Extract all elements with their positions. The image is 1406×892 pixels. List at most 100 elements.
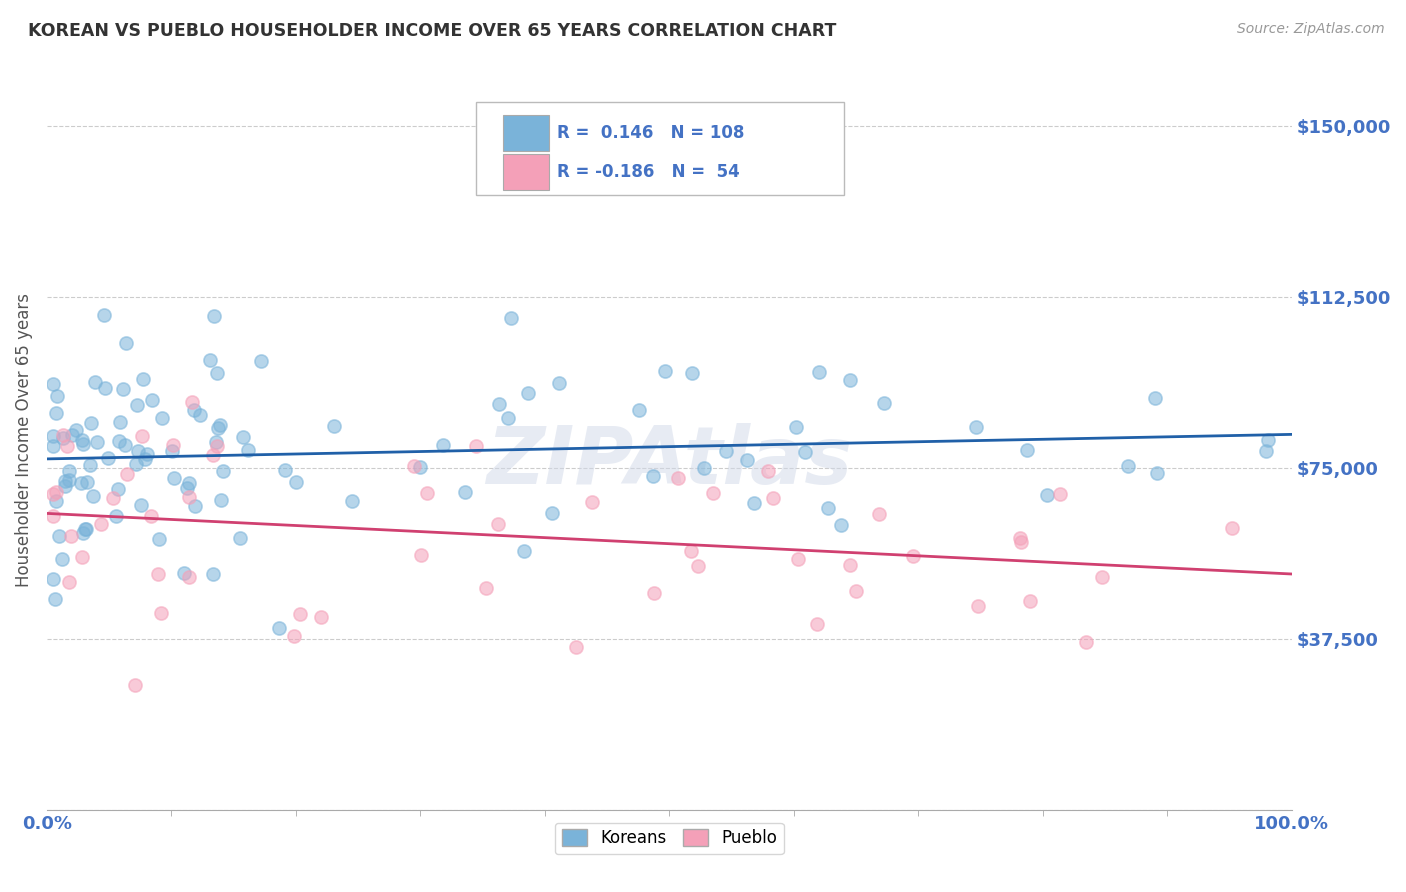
Point [309, 610, 332, 624]
Point [177, 490, 200, 504]
Point [208, 417, 231, 432]
Point [42, 439, 65, 453]
Point [1091, 569, 1114, 583]
Point [58, 464, 80, 478]
Text: Source: ZipAtlas.com: Source: ZipAtlas.com [1237, 22, 1385, 37]
Point [52, 428, 75, 442]
Point [808, 365, 831, 379]
Point [70, 433, 93, 447]
Point [1015, 443, 1038, 458]
Point [48, 529, 70, 543]
Point [179, 476, 201, 491]
Point [267, 621, 290, 635]
Y-axis label: Householder Income Over 65 years: Householder Income Over 65 years [15, 293, 32, 587]
Point [465, 439, 488, 453]
Point [681, 366, 703, 380]
Point [84, 376, 107, 390]
Point [681, 543, 703, 558]
Point [53, 479, 76, 493]
Point [643, 586, 665, 600]
Point [198, 353, 221, 368]
Point [498, 411, 520, 425]
Point [42, 572, 65, 586]
Point [284, 475, 307, 490]
Point [432, 438, 454, 452]
Point [806, 616, 828, 631]
Point [786, 552, 808, 566]
Point [207, 421, 229, 435]
Point [160, 444, 183, 458]
Point [409, 459, 432, 474]
Point [131, 428, 153, 442]
Point [236, 442, 259, 457]
Point [115, 467, 138, 481]
Point [148, 532, 170, 546]
Point [693, 461, 716, 475]
Point [1049, 487, 1071, 501]
Point [1116, 458, 1139, 473]
Point [115, 336, 138, 351]
Point [1036, 488, 1059, 502]
Point [250, 354, 273, 368]
Point [45, 494, 67, 508]
FancyBboxPatch shape [502, 115, 548, 151]
Point [641, 469, 664, 483]
Point [70, 476, 93, 491]
Point [758, 463, 780, 477]
Point [45, 484, 67, 499]
Point [581, 495, 603, 509]
Point [60, 428, 83, 442]
Point [135, 446, 157, 460]
Point [839, 558, 862, 572]
Text: KOREAN VS PUEBLO HOUSEHOLDER INCOME OVER 65 YEARS CORRELATION CHART: KOREAN VS PUEBLO HOUSEHOLDER INCOME OVER… [28, 22, 837, 40]
Point [201, 448, 224, 462]
Point [150, 607, 173, 621]
Point [58, 473, 80, 487]
Point [45, 389, 67, 403]
Point [42, 509, 65, 524]
Point [409, 549, 432, 563]
Point [342, 494, 364, 508]
Point [290, 607, 312, 621]
Text: ZIPAtlas: ZIPAtlas [486, 423, 852, 500]
Point [150, 411, 173, 425]
Point [44, 592, 66, 607]
Point [82, 489, 104, 503]
Point [114, 438, 136, 452]
Point [499, 310, 522, 325]
Point [666, 471, 689, 485]
Point [124, 678, 146, 692]
Point [416, 486, 439, 500]
Point [134, 451, 156, 466]
Point [176, 481, 198, 495]
Point [1257, 433, 1279, 447]
Point [42, 376, 65, 391]
Point [148, 567, 170, 582]
Point [177, 570, 200, 584]
Point [1019, 594, 1042, 608]
Point [107, 483, 129, 497]
Point [868, 507, 890, 521]
Point [163, 471, 186, 485]
Point [127, 398, 149, 412]
Point [211, 465, 233, 479]
Point [1010, 532, 1032, 546]
Point [488, 397, 510, 411]
Point [201, 566, 224, 581]
Point [72, 437, 94, 451]
Point [785, 420, 807, 434]
Point [184, 499, 207, 513]
FancyBboxPatch shape [477, 102, 844, 194]
Point [1144, 392, 1167, 406]
Point [873, 395, 896, 409]
Point [75, 522, 97, 536]
Point [52, 431, 75, 445]
Point [75, 523, 97, 537]
Point [42, 429, 65, 443]
Point [966, 599, 988, 613]
Point [475, 581, 498, 595]
Point [845, 584, 868, 599]
Point [323, 418, 346, 433]
FancyBboxPatch shape [502, 154, 548, 190]
Point [59, 529, 82, 543]
